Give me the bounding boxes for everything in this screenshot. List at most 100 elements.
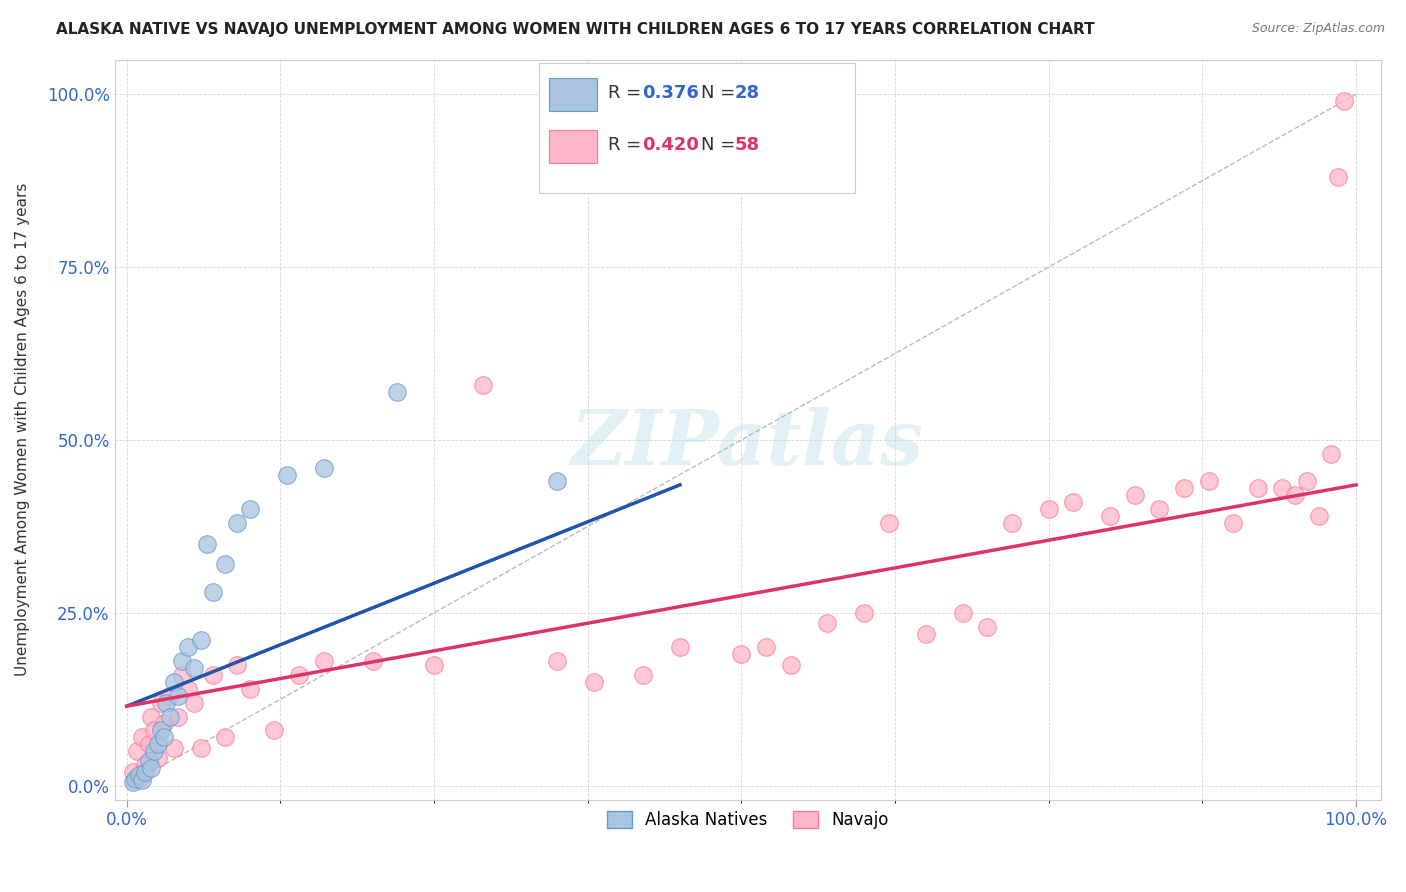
Point	[162, 675, 184, 690]
Point	[201, 585, 224, 599]
Point	[159, 709, 181, 723]
Point	[1038, 502, 1060, 516]
Point	[124, 772, 146, 786]
Point	[190, 740, 212, 755]
Point	[150, 696, 173, 710]
Text: 58: 58	[735, 136, 761, 153]
Point	[239, 681, 262, 696]
Y-axis label: Unemployment Among Women with Children Ages 6 to 17 years: Unemployment Among Women with Children A…	[15, 183, 30, 676]
Point	[730, 648, 752, 662]
Point	[1001, 516, 1024, 530]
Point	[631, 668, 654, 682]
Point	[177, 640, 200, 655]
Point	[312, 460, 335, 475]
Point	[755, 640, 778, 655]
Point	[122, 764, 145, 779]
Point	[276, 467, 298, 482]
Point	[1123, 488, 1146, 502]
Point	[138, 737, 160, 751]
Point	[1271, 481, 1294, 495]
FancyBboxPatch shape	[538, 63, 855, 193]
Point	[128, 768, 150, 782]
Point	[1326, 170, 1348, 185]
Point	[914, 626, 936, 640]
Point	[167, 689, 190, 703]
Point	[201, 668, 224, 682]
Point	[183, 696, 205, 710]
Point	[1296, 475, 1319, 489]
Text: ALASKA NATIVE VS NAVAJO UNEMPLOYMENT AMONG WOMEN WITH CHILDREN AGES 6 TO 17 YEAR: ALASKA NATIVE VS NAVAJO UNEMPLOYMENT AMO…	[56, 22, 1095, 37]
Point	[155, 696, 177, 710]
Point	[1247, 481, 1270, 495]
Point	[1062, 495, 1084, 509]
Point	[172, 654, 194, 668]
Point	[361, 654, 384, 668]
Legend: Alaska Natives, Navajo: Alaska Natives, Navajo	[600, 804, 896, 836]
Point	[131, 773, 153, 788]
Point	[159, 689, 181, 703]
Point	[128, 772, 150, 786]
Point	[1284, 488, 1306, 502]
Point	[1320, 447, 1343, 461]
Point	[125, 744, 148, 758]
Point	[546, 475, 568, 489]
Point	[146, 737, 169, 751]
Text: 28: 28	[735, 84, 761, 102]
Point	[239, 502, 262, 516]
Point	[952, 606, 974, 620]
Point	[162, 740, 184, 755]
Point	[146, 751, 169, 765]
Point	[177, 681, 200, 696]
Point	[263, 723, 285, 738]
Point	[546, 654, 568, 668]
Text: 0.376: 0.376	[643, 84, 699, 102]
Point	[226, 657, 249, 672]
Point	[142, 723, 165, 738]
Point	[131, 731, 153, 745]
Text: ZIPatlas: ZIPatlas	[571, 408, 924, 482]
Point	[817, 616, 839, 631]
Point	[152, 716, 174, 731]
Point	[134, 764, 156, 779]
Text: Source: ZipAtlas.com: Source: ZipAtlas.com	[1251, 22, 1385, 36]
Text: R =: R =	[609, 84, 647, 102]
Point	[1149, 502, 1171, 516]
Point	[877, 516, 900, 530]
Point	[1173, 481, 1195, 495]
Point	[150, 723, 173, 738]
Text: 0.420: 0.420	[643, 136, 699, 153]
Point	[172, 668, 194, 682]
FancyBboxPatch shape	[548, 78, 598, 112]
Point	[214, 731, 236, 745]
Text: N =: N =	[700, 136, 741, 153]
Point	[1333, 94, 1355, 108]
Point	[669, 640, 692, 655]
Point	[976, 620, 998, 634]
Point	[142, 744, 165, 758]
Point	[226, 516, 249, 530]
Point	[190, 633, 212, 648]
Point	[134, 758, 156, 772]
Point	[582, 675, 605, 690]
Point	[195, 536, 218, 550]
Point	[1099, 508, 1122, 523]
Text: R =: R =	[609, 136, 647, 153]
Point	[1222, 516, 1244, 530]
Text: N =: N =	[700, 84, 741, 102]
Point	[472, 377, 495, 392]
Point	[1198, 475, 1220, 489]
Point	[387, 384, 409, 399]
FancyBboxPatch shape	[548, 130, 598, 163]
Point	[122, 775, 145, 789]
Point	[167, 709, 190, 723]
Point	[214, 558, 236, 572]
Point	[779, 657, 801, 672]
Point	[141, 709, 163, 723]
Point	[183, 661, 205, 675]
Point	[423, 657, 446, 672]
Point	[288, 668, 311, 682]
Point	[141, 761, 163, 775]
Point	[853, 606, 876, 620]
Point	[312, 654, 335, 668]
Point	[152, 731, 174, 745]
